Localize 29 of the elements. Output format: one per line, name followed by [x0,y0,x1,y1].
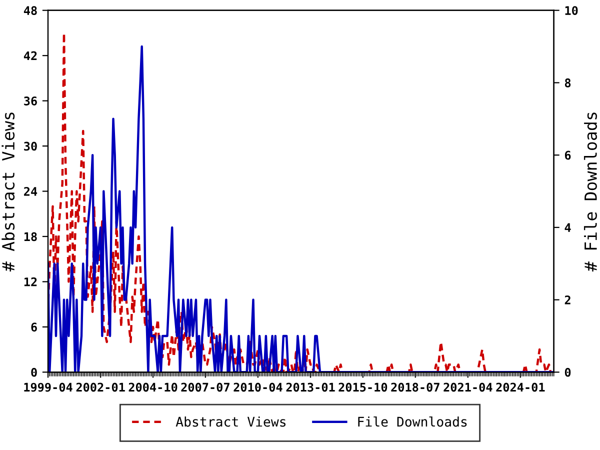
y-tick-label: 30 [24,142,37,151]
y-tick-label: 18 [24,232,37,242]
y-tick-label: 12 [24,277,37,286]
y-axis-title: # Abstract Views [2,112,15,272]
legend-label: File Downloads [358,416,467,427]
x-tick-label: 2007-07 [181,382,230,392]
x-tick-label: 2024-01 [496,382,545,392]
y-tick-label: 42 [24,51,37,60]
x-tick-label: 2002-01 [76,382,125,392]
y2-axis-title: # File Downloads [584,112,597,272]
y2-tick-label: 8 [564,78,571,88]
y2-tick-label: 4 [564,223,571,232]
y-tick-label: 36 [24,96,37,106]
x-tick-label: 1999-04 [24,382,72,392]
y-tick-label: 6 [31,322,37,332]
y2-tick-label: 0 [564,368,571,377]
x-tick-label: 2004-10 [128,382,178,392]
y2-tick-label: 10 [565,6,578,16]
y-tick-label: 48 [24,6,37,16]
x-tick-label: 2013-01 [286,382,335,392]
x-tick-label: 2010-04 [234,382,282,392]
y-tick-label: 0 [31,368,37,377]
y2-tick-label: 6 [564,150,571,160]
y-tick-label: 24 [24,186,38,196]
legend-label: Abstract Views [176,416,286,427]
x-tick-label: 2015-10 [338,382,388,392]
x-tick-label: 2018-07 [391,382,440,392]
y2-tick-label: 2 [564,296,570,304]
x-tick-label: 2021-04 [444,382,492,392]
